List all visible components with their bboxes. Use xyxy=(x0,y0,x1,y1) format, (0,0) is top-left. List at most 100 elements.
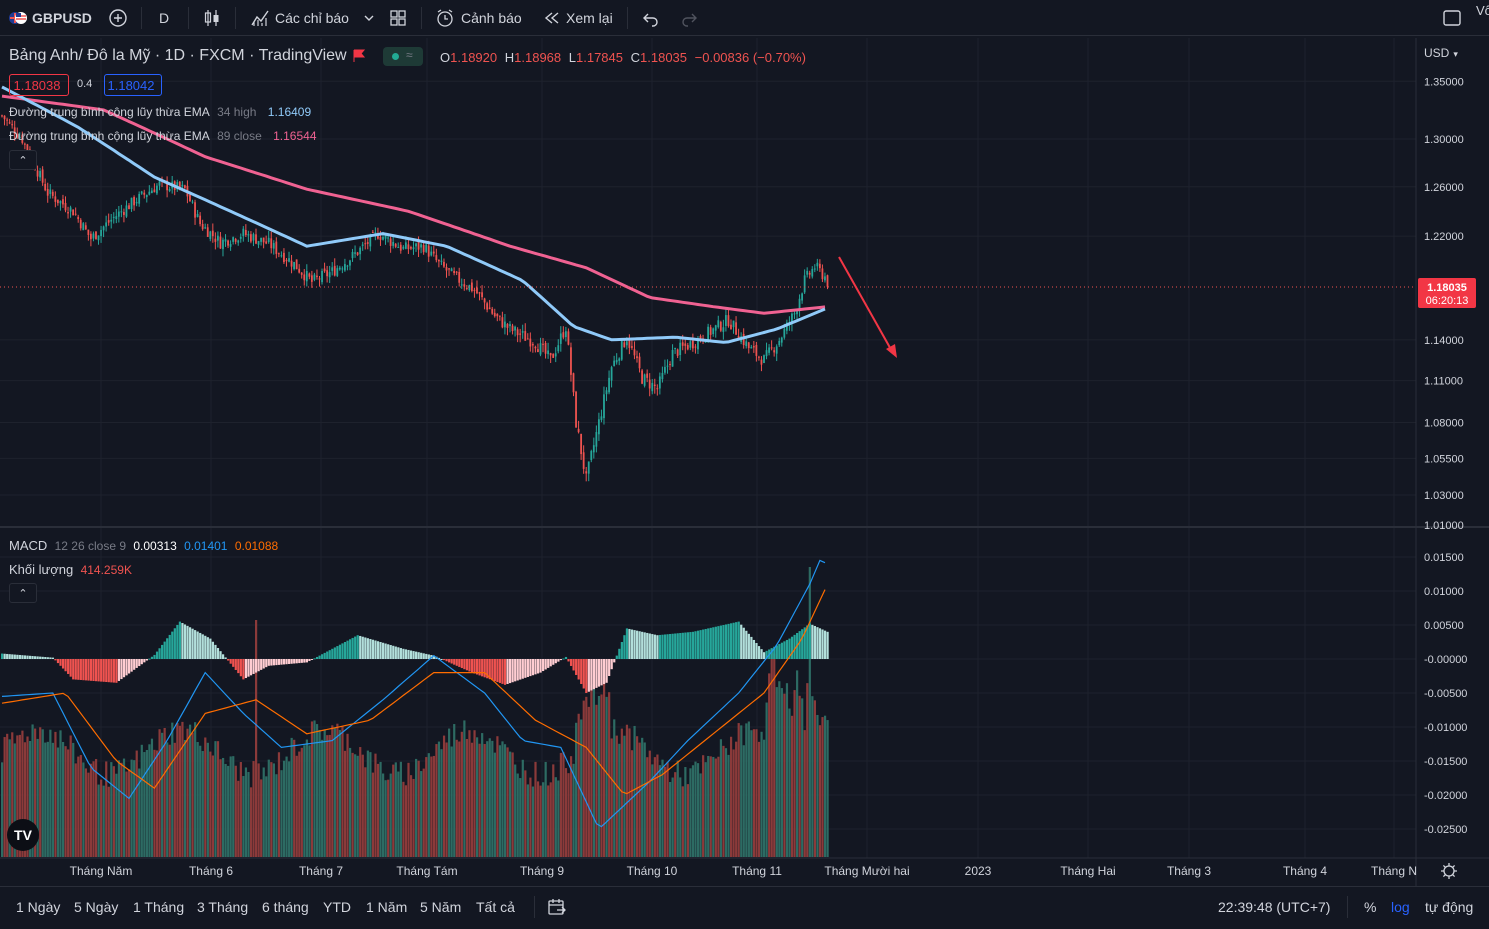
candle-body xyxy=(445,267,448,271)
volume-bar xyxy=(818,725,822,857)
log-toggle[interactable]: log xyxy=(1391,899,1410,915)
candle-body xyxy=(714,325,717,331)
templates-dropdown[interactable] xyxy=(362,0,376,36)
histogram-bar xyxy=(412,651,415,659)
market-status-badge[interactable]: ≈ xyxy=(383,47,423,66)
down-arrow-annotation[interactable] xyxy=(838,256,897,358)
tradingview-logo[interactable]: TV xyxy=(7,819,39,851)
candle-body xyxy=(755,344,758,356)
candle-body xyxy=(143,192,146,195)
volume-bar xyxy=(219,759,222,857)
range-button[interactable]: 5 Năm xyxy=(420,899,462,915)
histogram-bar xyxy=(646,632,649,659)
chart-canvas[interactable]: 1.35000 1.30000 1.26000 1.22000 1.14000 1.110… xyxy=(0,38,1489,886)
candle-body xyxy=(115,216,118,219)
ema89-legend[interactable]: Đường trung bình cộng lũy thừa EMA 89 cl… xyxy=(9,129,321,143)
volume-bar xyxy=(331,725,334,857)
histogram-bar xyxy=(567,659,570,662)
chart-area[interactable]: 1.35000 1.30000 1.26000 1.22000 1.14000 1.110… xyxy=(0,38,1489,886)
volume-bar xyxy=(430,756,433,857)
histogram-bar xyxy=(755,643,758,659)
range-button[interactable]: 1 Ngày xyxy=(16,899,61,915)
histogram-bar xyxy=(757,646,761,659)
macd-legend[interactable]: MACD 12 26 close 9 0.00313 0.01401 0.010… xyxy=(9,538,282,553)
histogram-bar xyxy=(49,657,52,659)
histogram-bar xyxy=(257,659,260,672)
histogram-bar xyxy=(232,659,235,667)
range-button[interactable]: 5 Ngày xyxy=(74,899,119,915)
volume-bar xyxy=(618,743,621,857)
collapse-macd-legend-button[interactable]: ⌃ xyxy=(9,583,37,603)
clock[interactable]: 22:39:48 (UTC+7) xyxy=(1218,899,1331,915)
histogram-bar xyxy=(173,628,176,659)
indicators-button[interactable]: Các chỉ báo xyxy=(250,0,349,36)
candle-body xyxy=(559,333,562,344)
range-button[interactable]: YTD xyxy=(323,899,351,915)
alert-button[interactable]: Cảnh báo xyxy=(435,0,522,36)
volume-bar xyxy=(300,747,303,857)
histogram-bar xyxy=(493,659,496,682)
currency-dropdown[interactable]: USD ▾ xyxy=(1424,46,1462,60)
range-button[interactable]: 1 Năm xyxy=(366,899,408,915)
volume-bar xyxy=(498,745,502,857)
auto-toggle[interactable]: tự động xyxy=(1425,899,1474,915)
range-button[interactable]: 1 Tháng xyxy=(133,899,185,915)
volume-bar xyxy=(310,721,314,857)
candle-body xyxy=(521,331,524,333)
volume-bar xyxy=(625,724,629,857)
histogram-bar xyxy=(463,659,466,670)
histogram-bar xyxy=(783,641,786,659)
goto-date-button[interactable] xyxy=(547,887,567,927)
volume-bar xyxy=(328,734,331,857)
histogram-bar xyxy=(328,650,331,659)
percent-toggle[interactable]: % xyxy=(1364,899,1377,915)
chart-type-button[interactable] xyxy=(202,0,222,36)
range-button[interactable]: 6 tháng xyxy=(262,899,309,915)
candle-body xyxy=(84,225,87,230)
price-axis[interactable]: 1.35000 1.30000 1.26000 1.22000 1.14000 1.110… xyxy=(1424,76,1464,532)
candle-body xyxy=(625,341,628,346)
histogram-bar xyxy=(46,657,49,659)
volume-bar xyxy=(399,761,402,857)
collapse-legend-button[interactable]: ⌃ xyxy=(9,150,37,170)
volume-bar xyxy=(194,722,197,857)
sell-button[interactable]: 1.18038 xyxy=(9,74,69,96)
undo-button[interactable] xyxy=(642,0,660,36)
volume-bar xyxy=(773,653,776,857)
candle-body xyxy=(605,390,608,395)
macd-axis[interactable]: 0.01500 0.01000 0.00500 -0.00000 -0.00500 -0.… xyxy=(1424,552,1467,836)
time-axis[interactable]: Tháng Năm Tháng 6 Tháng 7 Tháng Tám Tháng 9 T… xyxy=(70,864,1417,878)
interval-button[interactable]: D xyxy=(159,0,169,36)
volume-bar xyxy=(46,741,49,857)
histogram-bar xyxy=(514,659,517,682)
volume-bar xyxy=(204,737,207,857)
add-symbol-button[interactable] xyxy=(108,0,128,36)
candle-body xyxy=(443,261,445,267)
range-button[interactable]: 3 Tháng xyxy=(197,899,249,915)
macd-histogram xyxy=(1,621,829,693)
volume-bar xyxy=(97,784,100,857)
candle-body xyxy=(217,235,219,241)
candle-body xyxy=(336,268,339,276)
symbol-button[interactable]: GBPUSD xyxy=(8,0,92,36)
layouts-button[interactable] xyxy=(389,0,407,36)
ema34-legend[interactable]: Đường trung bình cộng lũy thừa EMA 34 hi… xyxy=(9,105,315,119)
candle-body xyxy=(239,236,242,239)
fullscreen-button[interactable] xyxy=(1442,0,1462,36)
flag-icon[interactable] xyxy=(352,49,366,66)
redo-button[interactable] xyxy=(680,0,698,36)
histogram-bar xyxy=(544,659,547,670)
replay-button[interactable]: Xem lại xyxy=(543,0,613,36)
histogram-bar xyxy=(722,625,725,659)
volume-bar xyxy=(102,785,105,857)
histogram-bar xyxy=(150,656,154,659)
volume-legend[interactable]: Khối lượng 414.259K xyxy=(9,562,136,577)
buy-button[interactable]: 1.18042 xyxy=(104,74,162,96)
histogram-bar xyxy=(577,659,580,680)
candle-body xyxy=(486,303,489,310)
range-button[interactable]: Tất cả xyxy=(476,899,515,915)
histogram-bar xyxy=(102,659,105,682)
top-toolbar: GBPUSD D Các chỉ báo Cảnh báo Xem lại Vô xyxy=(0,0,1489,36)
symbol-legend[interactable]: Bảng Anh/ Đô la Mỹ · 1D · FXCM · Trading… xyxy=(9,47,351,65)
settings-gear-icon[interactable] xyxy=(1441,863,1457,879)
